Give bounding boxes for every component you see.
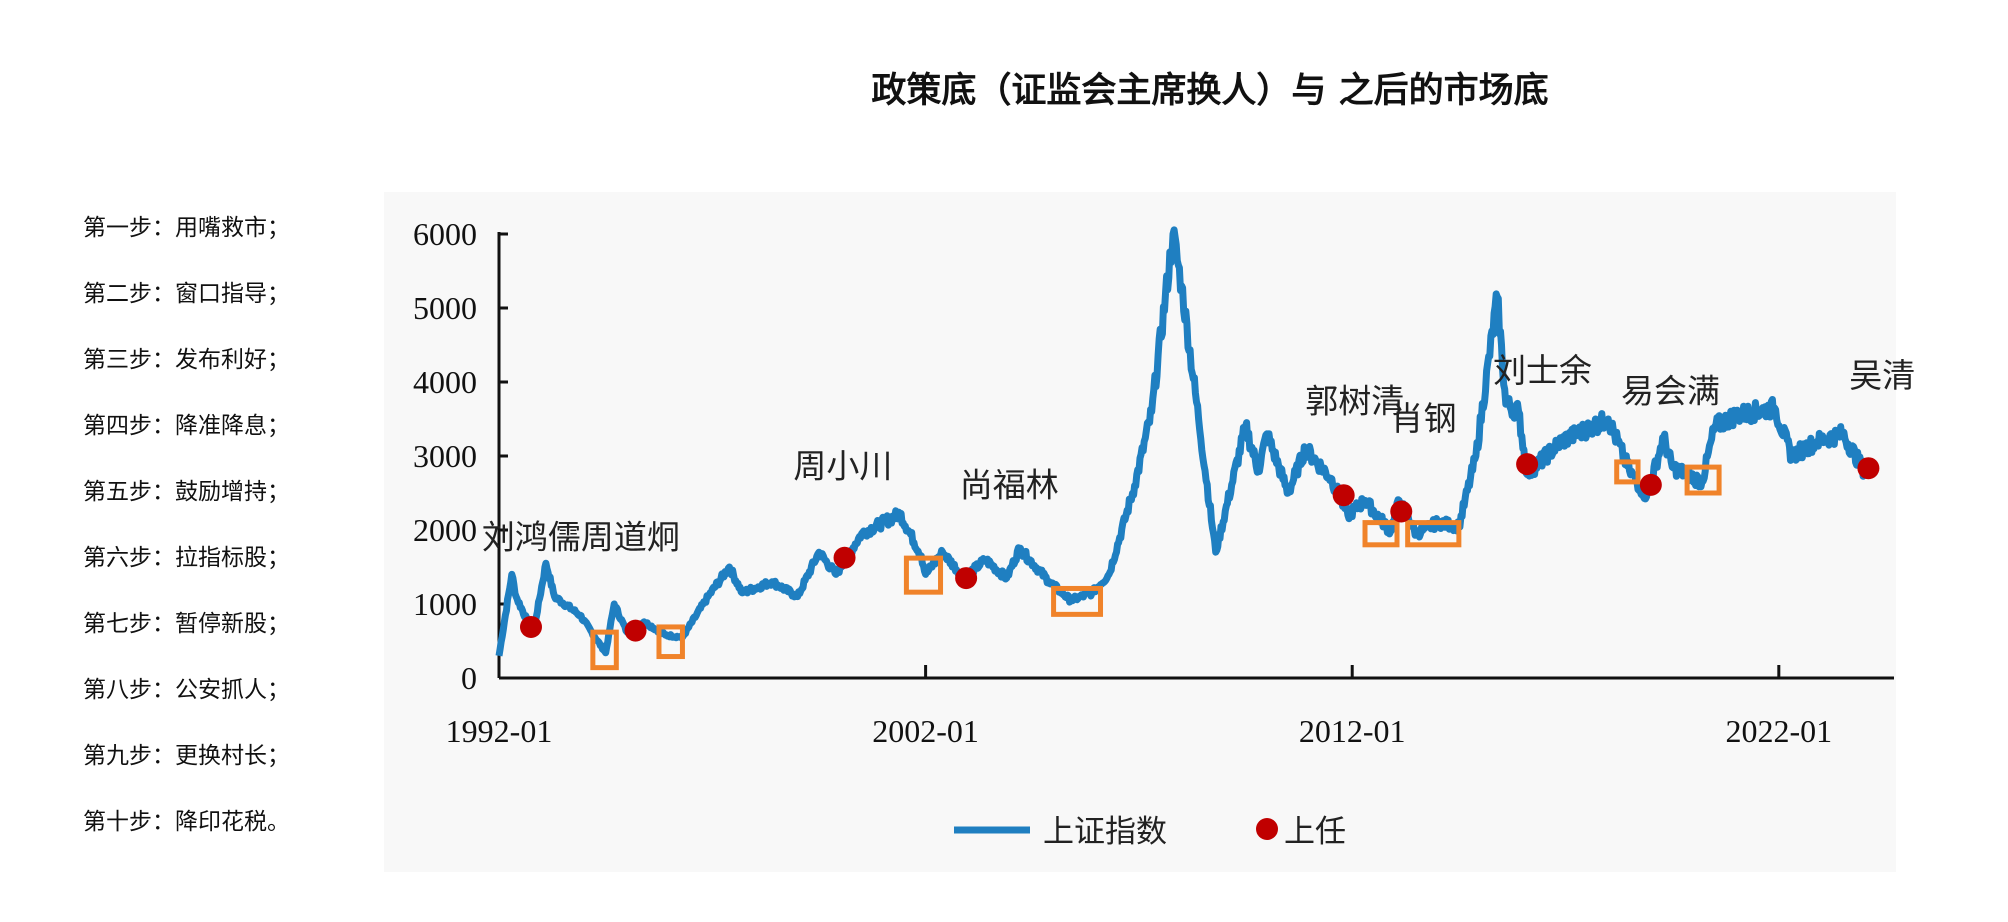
appointment-dot bbox=[1857, 457, 1880, 480]
step-item: 第十步：降印花税。 bbox=[83, 809, 290, 835]
appointment-dot bbox=[955, 567, 978, 590]
steps-list: 第一步：用嘴救市； 第二步：窗口指导； 第三步：发布利好； 第四步：降准降息； 第五步：… bbox=[83, 208, 290, 868]
y-tick-label: 3000 bbox=[413, 438, 477, 474]
market-bottom-box bbox=[1405, 520, 1462, 548]
appointment-dot bbox=[519, 615, 542, 638]
x-tick-label: 1992-01 bbox=[446, 713, 553, 749]
step-item: 第二步：窗口指导； bbox=[83, 281, 290, 307]
market-bottom-box bbox=[590, 629, 619, 671]
market-bottom-box bbox=[1051, 585, 1104, 617]
chairman-name-label: 尚福林 bbox=[960, 468, 1059, 505]
chairman-name-label: 吴清 bbox=[1849, 359, 1915, 395]
step-item: 第三步：发布利好； bbox=[83, 347, 290, 373]
appointment-dot bbox=[1516, 453, 1539, 476]
appointment-dot bbox=[1639, 473, 1662, 496]
chairman-name-label: 刘士余 bbox=[1493, 353, 1592, 390]
legend-label-index: 上证指数 bbox=[1043, 814, 1167, 849]
chairman-name-label: 易会满 bbox=[1621, 374, 1720, 411]
market-bottom-box bbox=[1614, 459, 1641, 485]
y-tick-label: 2000 bbox=[413, 512, 477, 548]
legend-dot-swatch bbox=[1256, 818, 1278, 840]
step-item: 第九步：更换村长； bbox=[83, 743, 290, 769]
chairman-name-label: 肖钢 bbox=[1391, 401, 1457, 438]
y-tick-label: 4000 bbox=[413, 364, 477, 400]
y-tick-label: 0 bbox=[461, 660, 477, 696]
step-item: 第八步：公安抓人； bbox=[83, 677, 290, 703]
x-tick-label: 2022-01 bbox=[1725, 713, 1832, 749]
market-bottom-box bbox=[903, 555, 944, 595]
page-title: 政策底（证监会主席换人）与 之后的市场底 bbox=[871, 71, 1549, 111]
legend-label-appointment: 上任 bbox=[1284, 814, 1346, 849]
step-item: 第六步：拉指标股； bbox=[83, 545, 290, 571]
appointment-dot bbox=[1332, 484, 1355, 507]
step-item: 第四步：降准降息； bbox=[83, 413, 290, 439]
y-tick-label: 5000 bbox=[413, 290, 477, 326]
chart-panel bbox=[384, 192, 1896, 872]
step-item: 第一步：用嘴救市； bbox=[83, 215, 290, 241]
y-tick-label: 6000 bbox=[413, 216, 477, 252]
chairman-name-label: 刘鸿儒周道炯 bbox=[482, 520, 680, 557]
x-tick-label: 2002-01 bbox=[872, 713, 979, 749]
market-bottom-box bbox=[1684, 464, 1722, 496]
market-bottom-box bbox=[1362, 520, 1400, 548]
index-line bbox=[495, 226, 1877, 657]
chairman-name-label: 周小川 bbox=[793, 449, 892, 485]
appointment-dot bbox=[833, 546, 856, 569]
step-item: 第七步：暂停新股； bbox=[83, 611, 290, 637]
y-tick-label: 1000 bbox=[413, 586, 477, 622]
market-bottom-box bbox=[656, 624, 685, 660]
chairman-name-label: 郭树清 bbox=[1305, 383, 1404, 420]
appointment-dot bbox=[624, 619, 647, 642]
x-tick-label: 2012-01 bbox=[1299, 713, 1406, 749]
appointment-dot bbox=[1390, 500, 1413, 523]
step-item: 第五步：鼓励增持； bbox=[83, 479, 290, 505]
